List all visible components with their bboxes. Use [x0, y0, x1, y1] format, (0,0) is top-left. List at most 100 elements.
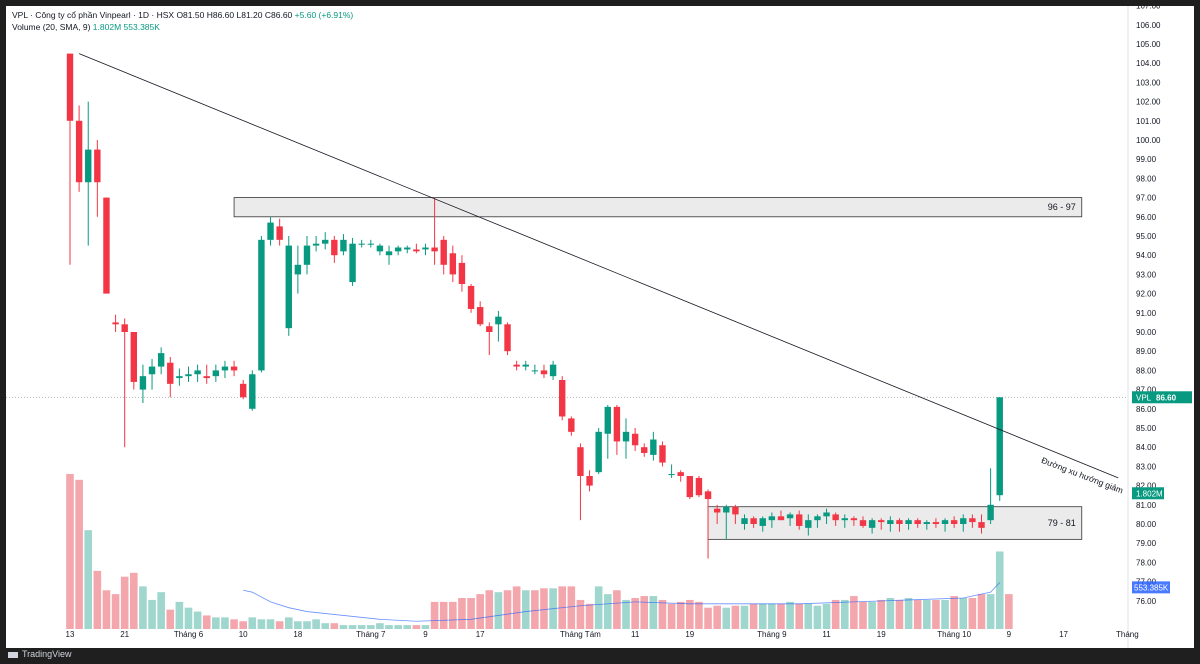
volume-bar	[467, 598, 475, 629]
candle-body	[695, 477, 703, 496]
y-tick-label: 95.00	[1136, 232, 1157, 241]
y-tick-label: 102.00	[1136, 98, 1161, 107]
y-tick-label: 99.00	[1136, 155, 1157, 164]
zone-0	[233, 197, 1083, 218]
candle-body	[559, 380, 566, 417]
volume-bar	[777, 603, 785, 629]
candle-body	[586, 476, 593, 486]
volume-bar	[385, 625, 393, 629]
y-tick-label: 107.00	[1136, 6, 1161, 11]
volume-bar	[676, 601, 685, 629]
x-tick-label: 17	[1059, 630, 1068, 639]
volume-bar	[321, 623, 330, 629]
candle-body	[385, 251, 393, 256]
candle-body	[112, 322, 119, 325]
x-tick-label: 13	[66, 630, 75, 639]
volume-bar	[813, 605, 822, 629]
volume-bar	[157, 592, 165, 629]
y-tick-label: 85.00	[1136, 424, 1157, 433]
y-tick-label: 98.00	[1136, 174, 1157, 183]
candle-body	[66, 53, 74, 121]
candle-body	[978, 522, 985, 528]
volume-bar	[640, 596, 649, 629]
symbol-legend: VPL · Công ty cổ phần Vinpearl · 1D · HS…	[12, 10, 353, 20]
volume-bar	[476, 594, 484, 629]
candle-body	[650, 439, 657, 455]
candle-body	[322, 239, 329, 244]
candle-body	[312, 243, 320, 246]
volume-bar	[284, 617, 293, 629]
y-tick-label: 81.00	[1136, 501, 1157, 510]
candle-body	[850, 518, 858, 521]
candle-body	[759, 518, 766, 526]
volume-bar	[704, 607, 712, 629]
y-tick-label: 89.00	[1136, 347, 1157, 356]
candle-body	[622, 431, 630, 442]
volume-bar	[312, 619, 320, 629]
x-tick-label: 18	[293, 630, 302, 639]
candle-body	[221, 366, 229, 371]
candle-body	[531, 370, 539, 372]
candle-body	[549, 364, 557, 377]
x-tick-label: 11	[631, 630, 640, 639]
x-tick-label: 19	[685, 630, 694, 639]
candle-body	[896, 520, 903, 524]
volume-sma-tag	[1132, 581, 1170, 594]
candle-body	[440, 239, 447, 265]
volume-bar	[111, 594, 120, 629]
volume-bar	[394, 625, 402, 629]
symbol-info: VPL · Công ty cổ phần Vinpearl · 1D · HS…	[12, 10, 175, 20]
candle-body	[358, 243, 365, 245]
tradingview-logo-icon	[8, 651, 18, 658]
y-tick-label: 91.00	[1136, 309, 1157, 318]
y-tick-label: 106.00	[1136, 21, 1161, 30]
y-tick-label: 96.00	[1136, 213, 1157, 222]
trendline	[78, 53, 1119, 479]
y-tick-label: 82.00	[1136, 482, 1157, 491]
volume-tag-label: 1.802M	[1136, 489, 1163, 498]
volume-bar	[439, 601, 448, 629]
volume-bar	[923, 599, 931, 629]
volume-bar	[75, 479, 83, 629]
y-tick-label: 88.00	[1136, 366, 1157, 375]
candle-body	[805, 520, 812, 528]
tradingview-brand[interactable]: TradingView	[8, 649, 72, 659]
volume-bar	[84, 530, 93, 629]
volume-bar	[831, 599, 840, 629]
volume-bar	[913, 599, 922, 629]
candle-body	[449, 253, 457, 275]
volume-bar	[166, 609, 175, 629]
volume-bar	[977, 594, 986, 629]
volume-bar	[804, 603, 813, 629]
candle-body	[577, 447, 584, 476]
candle-body	[522, 364, 529, 367]
volume-bar	[294, 621, 302, 629]
candle-body	[659, 445, 666, 463]
volume-bar	[184, 607, 193, 629]
candle-body	[631, 433, 639, 446]
candle-body	[185, 374, 192, 377]
candle-body	[595, 431, 602, 473]
candle-body	[148, 366, 156, 375]
volume-bar	[822, 603, 831, 629]
candle-body	[103, 197, 110, 294]
y-tick-label: 76.00	[1136, 597, 1157, 606]
candle-body	[604, 406, 611, 434]
zone-1	[707, 506, 1083, 540]
zone-label-0: 96 - 97	[1048, 202, 1076, 212]
candle-body	[176, 376, 183, 379]
candle-body	[823, 512, 830, 517]
volume-bar	[731, 605, 740, 629]
candle-body	[239, 383, 247, 398]
volume-bar	[686, 599, 694, 629]
volume-bar	[66, 474, 74, 629]
volume-bar	[230, 619, 238, 629]
y-tick-label: 80.00	[1136, 520, 1157, 529]
y-tick-label: 105.00	[1136, 40, 1161, 49]
x-tick-label: Tháng 9	[757, 630, 787, 639]
volume-bar	[421, 625, 430, 629]
volume-bar	[521, 590, 530, 629]
volume-bar	[366, 625, 375, 629]
